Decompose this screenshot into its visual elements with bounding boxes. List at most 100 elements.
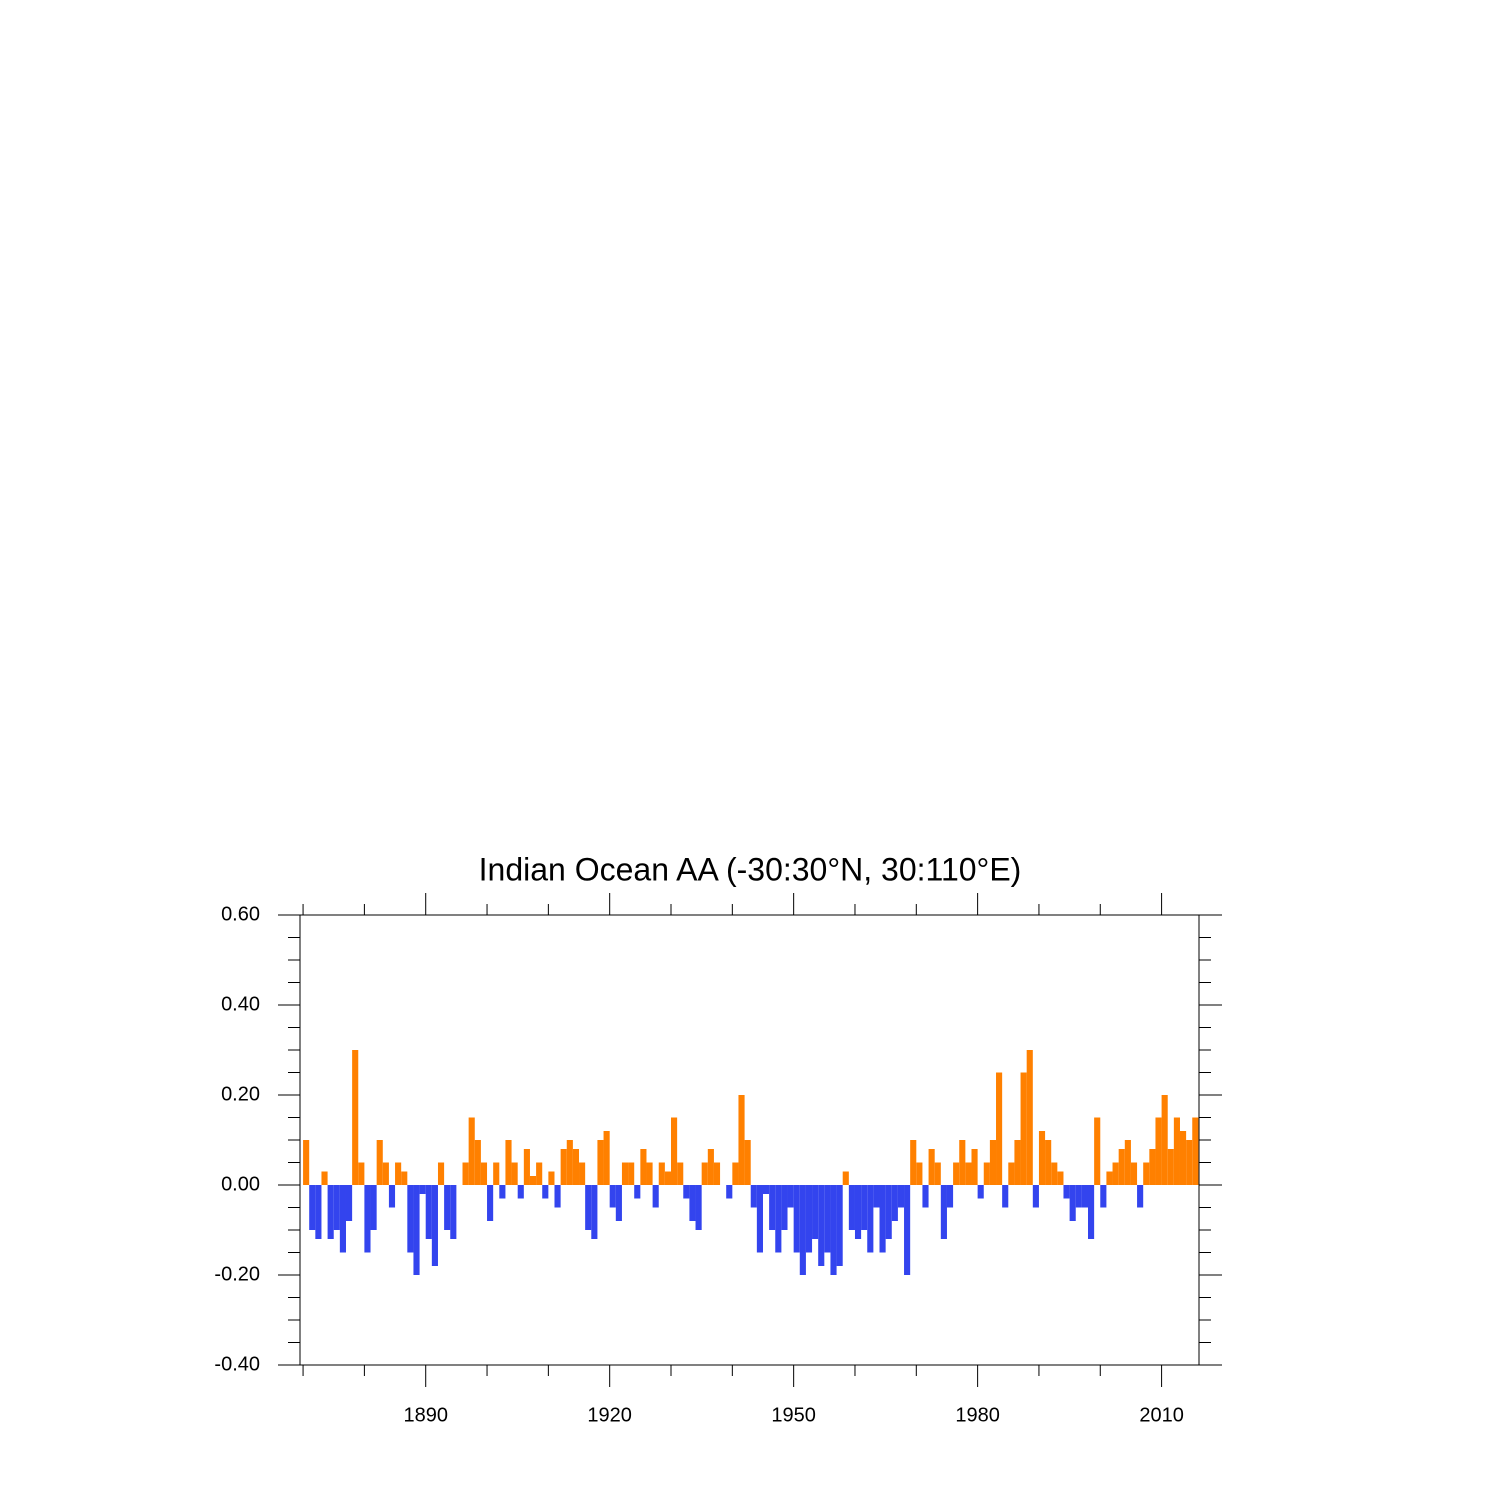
bar [1179,1131,1187,1185]
bar [487,1185,494,1221]
bar [603,1131,610,1185]
bar [946,1185,954,1208]
bar [726,1185,733,1199]
bar [683,1185,690,1199]
bar [468,1117,475,1185]
bar [652,1185,659,1208]
bar [812,1185,819,1239]
bar [364,1185,371,1253]
bar [879,1185,886,1253]
bar [1051,1162,1058,1185]
bar [437,1162,445,1185]
bar [480,1162,488,1185]
bar [542,1185,549,1199]
bar [830,1185,837,1275]
bar [376,1140,383,1185]
bar [560,1149,567,1185]
y-tick-label: 0.40 [221,993,260,1015]
bar [615,1185,622,1221]
bar [395,1162,402,1185]
bar [591,1185,598,1239]
bar [805,1185,813,1253]
bar [732,1162,739,1185]
bar [1032,1185,1039,1208]
bar [554,1185,561,1208]
bar [303,1140,310,1185]
bar [989,1140,997,1185]
bar [1118,1149,1125,1185]
bar [566,1140,573,1185]
bar [910,1140,917,1185]
bar [450,1185,457,1239]
bar [401,1171,408,1185]
bar [585,1185,592,1230]
bar [315,1185,322,1239]
x-tick-label: 2010 [1139,1404,1184,1426]
bar [1008,1162,1015,1185]
bar [1100,1185,1107,1208]
bar [572,1149,580,1185]
bar [536,1162,543,1185]
bar [1192,1117,1199,1185]
bar [1167,1149,1174,1185]
bar [1124,1140,1131,1185]
x-tick-label: 1980 [955,1404,1000,1426]
bar [579,1162,586,1185]
bar [1081,1185,1089,1208]
bar [891,1185,898,1221]
bar [701,1162,708,1185]
bar [1026,1050,1033,1185]
bar [848,1185,855,1230]
bar [1173,1117,1180,1185]
bar [977,1185,984,1199]
bar [358,1162,365,1185]
bar [1057,1171,1064,1185]
bar [996,1072,1003,1185]
bar [689,1185,696,1221]
bar [762,1185,770,1194]
bar [499,1185,506,1199]
bar [523,1149,530,1185]
bar [640,1149,647,1185]
bar [413,1185,420,1275]
bar [628,1162,635,1185]
bar [493,1162,500,1185]
y-tick-label: 0.20 [221,1083,260,1105]
bar [904,1185,911,1275]
bar [713,1162,721,1185]
bar [646,1162,653,1185]
bar [664,1171,672,1185]
x-tick-label: 1950 [771,1404,816,1426]
bar [388,1185,396,1208]
x-tick-label: 1890 [403,1404,448,1426]
bar [1045,1140,1052,1185]
bar [671,1117,678,1185]
bar [965,1162,972,1185]
bar [327,1185,334,1239]
bar [621,1162,629,1185]
bar [505,1140,512,1185]
bar [971,1149,978,1185]
bar [953,1162,960,1185]
bar [431,1185,438,1266]
bar [444,1185,451,1230]
bar [1106,1171,1113,1185]
y-tick-label: 0.60 [221,903,260,925]
bar [1149,1149,1156,1185]
bar [897,1185,905,1208]
bar [462,1162,469,1185]
bar [419,1185,426,1194]
bar [1014,1140,1021,1185]
bar [382,1162,389,1185]
bar [1161,1095,1168,1185]
bar [854,1185,862,1239]
bar [1069,1185,1076,1221]
bar [1112,1162,1119,1185]
bar [529,1176,537,1185]
bar [1130,1162,1138,1185]
bar [842,1171,849,1185]
bar [370,1185,377,1230]
bar [824,1185,831,1253]
bar [548,1171,555,1185]
